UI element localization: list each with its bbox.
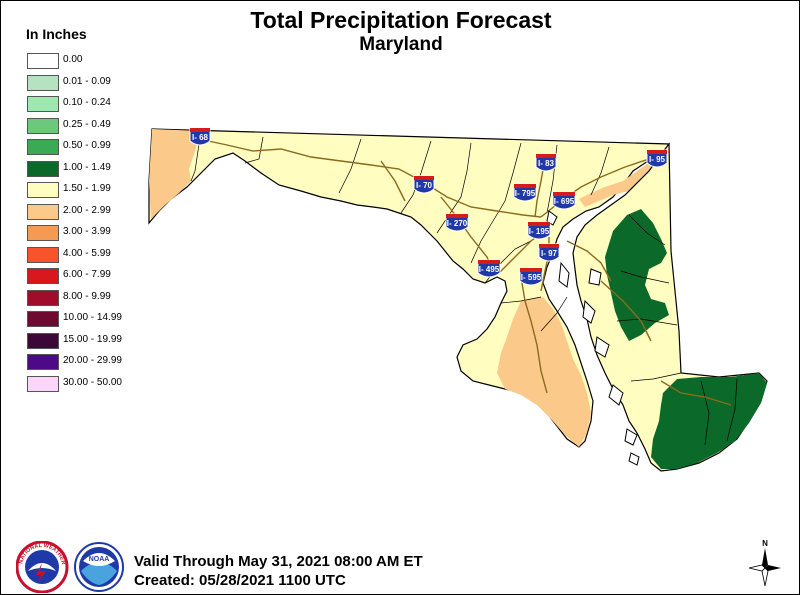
- interstate-label: I- 795: [515, 189, 536, 198]
- interstate-label: I- 195: [529, 227, 550, 236]
- legend-item: 20.00 - 29.99: [27, 354, 187, 370]
- interstate-shield: I- 68: [189, 127, 211, 146]
- legend-item: 30.00 - 50.00: [27, 375, 187, 392]
- legend-label: 2.00 - 2.99: [63, 204, 111, 216]
- legend-swatch: [27, 139, 59, 155]
- legend-item: 10.00 - 14.99: [27, 311, 187, 327]
- interstate-shields: I- 68 I- 83 I- 95 I- 70 I- 795: [189, 127, 668, 286]
- interstate-label: I- 83: [538, 159, 555, 168]
- legend-label: 6.00 - 7.99: [63, 269, 111, 280]
- legend-label: 0.01 - 0.09: [63, 75, 111, 87]
- legend-label: 0.25 - 0.49: [63, 118, 111, 130]
- legend-swatch: [27, 160, 59, 177]
- legend-label: 0.00: [63, 54, 83, 65]
- legend-item: 15.00 - 19.99: [27, 332, 187, 349]
- interstate-label: I- 68: [192, 133, 209, 142]
- lower-shore-green-area: [651, 373, 767, 469]
- legend-swatch: [27, 246, 59, 263]
- legend-label: 10.00 - 14.99: [63, 312, 122, 323]
- interstate-label: I- 95: [649, 155, 666, 164]
- interstate-shield: I- 195: [527, 221, 551, 240]
- map-title: Total Precipitation Forecast: [250, 7, 552, 33]
- county-boundaries: [190, 130, 738, 446]
- legend-swatch: [27, 182, 59, 198]
- interstate-label: I- 270: [447, 219, 468, 228]
- legend-item: 8.00 - 9.99: [27, 289, 187, 306]
- noaa-logo-text: NOAA: [89, 556, 110, 563]
- noaa-logo: NOAA: [74, 542, 124, 592]
- interstate-label: I- 695: [554, 197, 575, 206]
- legend-item: 3.00 - 3.99: [27, 225, 187, 241]
- map-subtitle: Maryland: [359, 34, 443, 55]
- southern-tan-area: [497, 297, 591, 447]
- legend-swatch: [27, 311, 59, 327]
- interstate-shield: I- 95: [646, 149, 668, 168]
- nws-logo: NATIONAL WEATHER SERVICE: [16, 541, 69, 593]
- legend-label: 20.00 - 29.99: [63, 355, 122, 366]
- legend-label: 1.50 - 1.99: [63, 183, 111, 194]
- western-tan-area: [149, 129, 201, 219]
- legend-swatch: [27, 203, 59, 220]
- interstate-label: I- 495: [479, 265, 500, 274]
- legend-label: 1.00 - 1.49: [63, 161, 111, 173]
- interstate-shield: I- 83: [535, 153, 557, 172]
- legend-item: 2.00 - 2.99: [27, 203, 187, 220]
- legend-label: 4.00 - 5.99: [63, 247, 111, 259]
- interstate-shield: I- 795: [513, 183, 537, 202]
- chesapeake-shoreline: [546, 210, 640, 466]
- interstate-label: I- 70: [416, 181, 433, 190]
- legend-label: 30.00 - 50.00: [63, 376, 122, 388]
- legend-item: 0.25 - 0.49: [27, 117, 187, 134]
- legend-label: 0.10 - 0.24: [63, 97, 111, 108]
- legend-label: 8.00 - 9.99: [63, 290, 111, 302]
- interstate-shield: I- 595: [519, 267, 543, 286]
- legend-label: 15.00 - 19.99: [63, 333, 122, 345]
- valid-through-text: Valid Through May 31, 2021 08:00 AM ET: [134, 553, 423, 570]
- legend-swatch: [27, 289, 59, 306]
- created-text: Created: 05/28/2021 1100 UTC: [134, 572, 346, 589]
- legend-swatch: [27, 53, 59, 69]
- legend-item: 1.00 - 1.49: [27, 160, 187, 177]
- north-label: N: [762, 539, 768, 548]
- interstate-label: I- 97: [541, 249, 558, 258]
- legend-swatch: [27, 225, 59, 241]
- legend-item: 4.00 - 5.99: [27, 246, 187, 263]
- legend-units-label: In Inches: [26, 26, 87, 42]
- legend-item: 6.00 - 7.99: [27, 268, 187, 284]
- interstate-shield: I- 97: [538, 243, 560, 262]
- legend-label: 3.00 - 3.99: [63, 226, 111, 237]
- legend-item: 0.01 - 0.09: [27, 74, 187, 91]
- legend-item: 0.10 - 0.24: [27, 96, 187, 112]
- legend-swatch: [27, 268, 59, 284]
- interstate-shield: I- 270: [445, 213, 469, 232]
- legend-swatch: [27, 117, 59, 134]
- interstate-shield: I- 70: [413, 175, 435, 194]
- interstate-label: I- 595: [521, 273, 542, 282]
- interstate-shield: I- 695: [552, 191, 576, 210]
- legend-item: 0.50 - 0.99: [27, 139, 187, 155]
- legend-label: 0.50 - 0.99: [63, 140, 111, 151]
- eastern-shore-green-band: [605, 209, 669, 341]
- legend-swatch: [27, 96, 59, 112]
- interstate-shield: I- 495: [477, 259, 501, 278]
- legend-item: 0.00: [27, 53, 187, 69]
- legend-swatch: [27, 332, 59, 349]
- legend-swatch: [27, 375, 59, 392]
- legend-swatch: [27, 354, 59, 370]
- legend-item: 1.50 - 1.99: [27, 182, 187, 198]
- legend-swatch: [27, 74, 59, 91]
- northeast-tan-area: [579, 151, 666, 207]
- north-arrow-icon: N: [748, 539, 781, 587]
